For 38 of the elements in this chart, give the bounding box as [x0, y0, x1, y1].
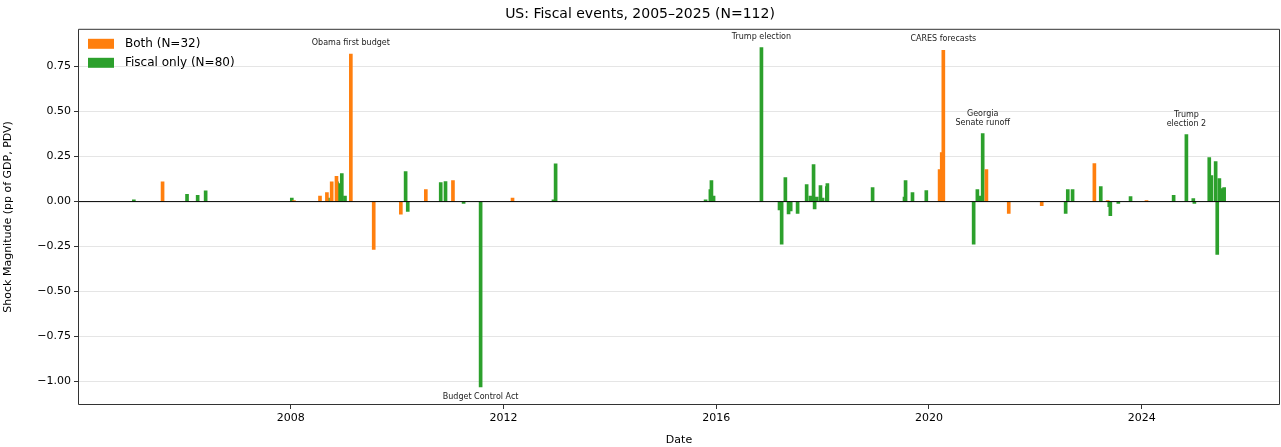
bar: [185, 194, 189, 202]
annotation: Budget Control Act: [442, 392, 519, 401]
chart-title: US: Fiscal events, 2005–2025 (N=112): [505, 5, 775, 22]
y-tick-label: −1.00: [37, 374, 71, 388]
y-tick-label: 0.00: [46, 194, 71, 208]
bar: [1039, 201, 1044, 206]
x-tick-label: 2012: [489, 411, 518, 425]
y-tick-label: −0.75: [37, 329, 71, 343]
annotation: Obama first budget: [311, 38, 390, 47]
annotation: Georgia Senate runoff: [955, 108, 1011, 127]
bar: [371, 201, 376, 250]
y-axis-title: Shock Magnitude (pp of GDP, PDV): [1, 121, 15, 313]
x-tick-label: 2020: [914, 411, 943, 425]
y-tick-label: 0.25: [46, 149, 71, 163]
bar: [424, 189, 428, 202]
y-tick-label: −0.25: [37, 239, 71, 253]
annotation: Trump election: [730, 31, 792, 41]
x-axis-title: Date: [665, 433, 693, 447]
x-tick-label: 2008: [276, 411, 305, 425]
bar: [339, 173, 344, 202]
annotation: CARES forecasts: [910, 34, 977, 44]
x-tick-label: 2016: [702, 411, 731, 425]
bar: [980, 133, 985, 202]
bar: [1098, 186, 1103, 202]
y-tick-label: 0.50: [46, 104, 71, 118]
bar: [318, 195, 322, 202]
legend-label: Fiscal only (N=80): [125, 54, 235, 69]
bar: [1006, 201, 1011, 214]
bar: [924, 190, 929, 202]
annotation: Trump election 2: [1166, 109, 1207, 128]
bar: [399, 201, 403, 215]
bar: [438, 182, 443, 202]
y-tick-label: 0.75: [46, 59, 71, 73]
y-tick-label: −0.50: [37, 284, 71, 298]
bar: [349, 53, 353, 202]
x-tick-label: 2024: [1127, 411, 1156, 425]
legend-label: Both (N=32): [125, 35, 201, 50]
bar: [451, 180, 455, 202]
